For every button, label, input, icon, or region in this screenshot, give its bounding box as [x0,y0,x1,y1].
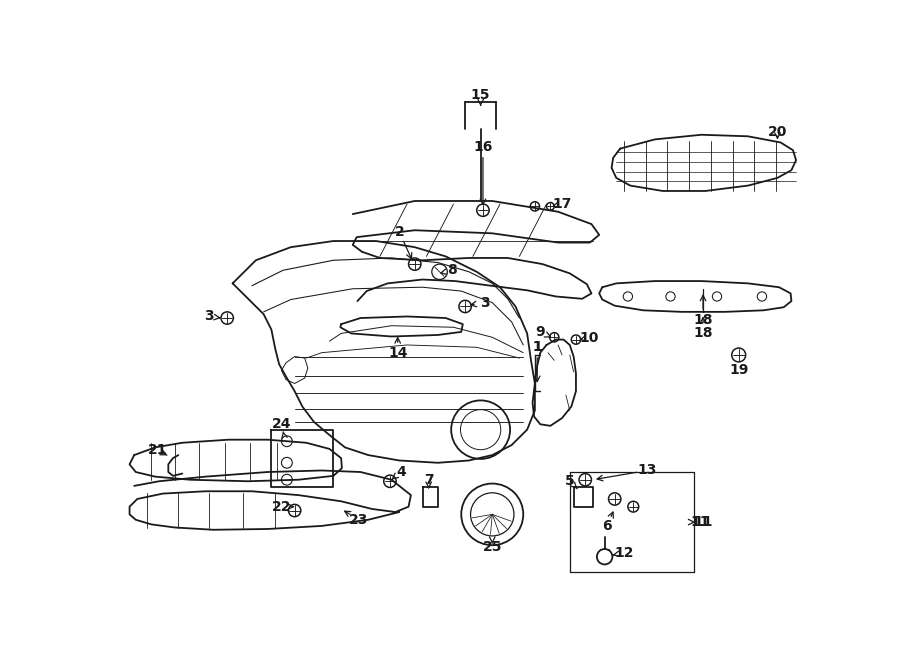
Text: 16: 16 [473,140,492,154]
Text: 18: 18 [693,313,713,327]
Text: 8: 8 [447,263,457,277]
Text: 24: 24 [272,417,292,431]
Text: 3: 3 [204,309,214,323]
Text: 6: 6 [602,519,612,533]
Text: 7: 7 [424,473,434,486]
Text: 22: 22 [272,500,292,514]
Text: 12: 12 [614,546,634,560]
Text: 11: 11 [693,515,713,529]
Text: 5: 5 [565,474,574,488]
Text: 2: 2 [394,225,404,239]
Text: 14: 14 [388,346,408,360]
Text: 4: 4 [396,465,406,479]
Text: 19: 19 [729,364,749,377]
Text: 15: 15 [471,88,491,102]
Text: 18: 18 [693,327,713,340]
Text: 3: 3 [480,295,490,309]
Text: 11: 11 [690,515,710,529]
Text: 23: 23 [349,513,369,527]
Text: 21: 21 [148,444,167,457]
Text: 13: 13 [637,463,657,477]
Text: 20: 20 [768,125,788,139]
Text: 1: 1 [532,340,542,354]
Text: 9: 9 [536,325,545,339]
Text: 1: 1 [532,340,542,354]
Text: 17: 17 [553,197,572,211]
Text: 25: 25 [482,541,502,555]
Text: 10: 10 [580,331,598,345]
